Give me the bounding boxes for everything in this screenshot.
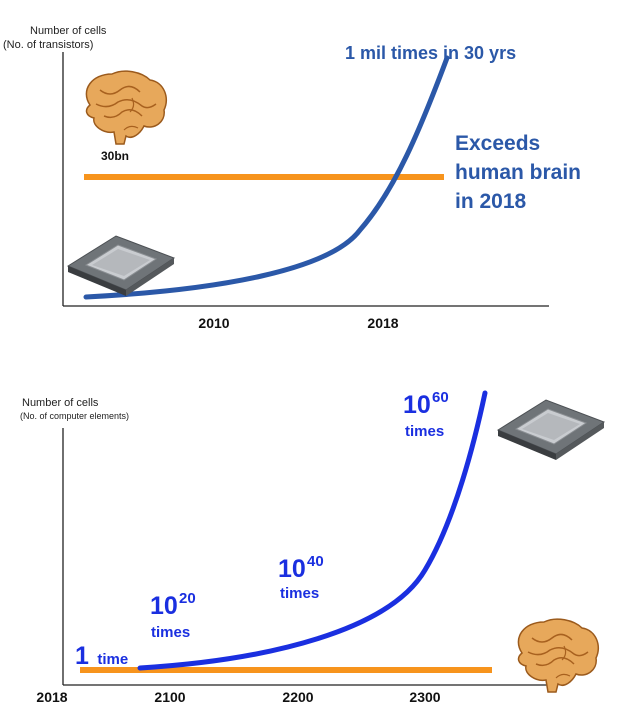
top-y-sublabel: (No. of transistors)	[3, 39, 93, 51]
top-tick-2010: 2010	[198, 315, 229, 331]
exceeds-line-1: Exceeds	[455, 132, 540, 155]
top-transistor-curve	[83, 55, 450, 300]
label-10-40-base: 10	[278, 555, 306, 583]
label-10-20-base: 10	[150, 592, 178, 620]
label-1-base: 1	[75, 642, 89, 670]
label-1-word: time	[97, 651, 128, 668]
bottom-tick-2018: 2018	[36, 689, 67, 705]
top-tick-2018: 2018	[367, 315, 398, 331]
bottom-y-label: Number of cells	[22, 397, 99, 409]
top-y-label: Number of cells	[30, 25, 107, 37]
label-10-40-sup: 40	[307, 553, 324, 570]
brain-icon-2	[517, 618, 600, 693]
label-10-60-word: times	[405, 423, 444, 440]
label-10-40-word: times	[280, 585, 319, 602]
brain-icon	[85, 70, 168, 145]
label-10-20-word: times	[151, 624, 190, 641]
label-10-60-sup: 60	[432, 389, 449, 406]
bottom-element-curve	[137, 390, 488, 671]
top-chart: Number of cells (No. of transistors) 201…	[3, 25, 581, 331]
bottom-y-sublabel: (No. of computer elements)	[20, 411, 129, 421]
cpu-chip-icon-2	[496, 399, 606, 460]
bottom-chart: Number of cells (No. of computer element…	[20, 389, 606, 705]
label-10-20-sup: 20	[179, 590, 196, 607]
cpu-chip-icon	[66, 235, 176, 296]
label-1-time: 1 time	[75, 642, 128, 670]
label-10-60-base: 10	[403, 391, 431, 419]
bottom-tick-2300: 2300	[409, 689, 440, 705]
bottom-tick-2100: 2100	[154, 689, 185, 705]
exceeds-line-2: human brain	[455, 161, 581, 184]
growth-annotation: 1 mil times in 30 yrs	[345, 43, 516, 63]
brain-value-label: 30bn	[101, 149, 129, 163]
exceeds-line-3: in 2018	[455, 190, 527, 213]
bottom-tick-2200: 2200	[282, 689, 313, 705]
